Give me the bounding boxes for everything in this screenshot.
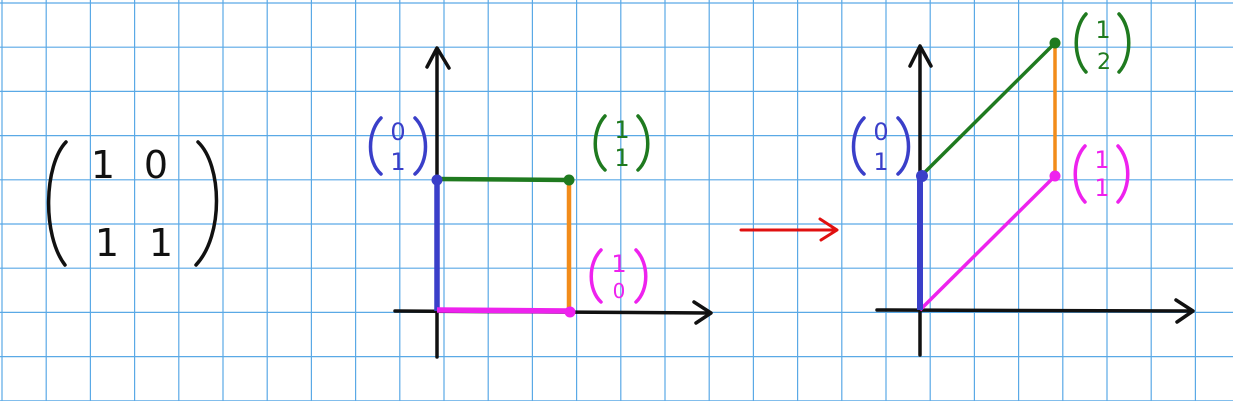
label-left-paren (589, 248, 603, 304)
label-vector-1-1: 1 1 (593, 114, 650, 172)
point-1-1 (563, 174, 575, 186)
transformed-parallelogram-plot: 0 1 1 2 1 1 (851, 12, 1195, 357)
original-square-plot: 0 1 1 1 1 0 (368, 46, 713, 359)
y-axis-arrowhead (908, 44, 933, 68)
label-top-entry: 1 (611, 250, 626, 278)
y-axis-arrowhead (425, 46, 451, 70)
label-left-paren (851, 116, 866, 176)
transformation-matrix: 1 0 1 1 (46, 140, 219, 267)
matrix-entry-r2c2: 1 (149, 221, 173, 265)
arrow-head (818, 217, 839, 242)
label-left-paren (1074, 12, 1088, 74)
point-1-2 (1049, 37, 1061, 49)
label-right-paren (1117, 12, 1131, 74)
label-right-paren (636, 114, 650, 172)
label-bottom-entry: 1 (873, 148, 888, 176)
parallelogram-top-edge (918, 41, 1057, 179)
label-vector-1-1: 1 1 (1073, 144, 1130, 204)
label-top-entry: 1 (1095, 16, 1110, 44)
matrix-entry-r1c2: 0 (144, 143, 168, 187)
label-top-entry: 0 (390, 118, 405, 146)
label-vector-0-1: 0 1 (368, 116, 428, 176)
label-bottom-entry: 1 (614, 144, 629, 172)
label-bottom-entry: 1 (390, 148, 405, 176)
label-vector-1-2: 1 2 (1074, 12, 1131, 75)
label-right-paren (634, 248, 648, 304)
label-vector-1-0: 1 0 (589, 248, 648, 304)
label-bottom-entry: 2 (1097, 50, 1111, 75)
point-0-1 (916, 170, 928, 182)
point-0-1 (431, 174, 443, 186)
square-bottom-edge (436, 307, 570, 314)
label-left-paren (368, 116, 383, 176)
label-left-paren (593, 114, 607, 172)
matrix-entry-r1c1: 1 (91, 143, 115, 187)
x-axis (875, 308, 1193, 313)
label-bottom-entry: 0 (613, 279, 626, 303)
square-top-edge (436, 176, 570, 183)
label-top-entry: 0 (873, 118, 888, 146)
x-axis-arrowhead (1174, 298, 1195, 324)
matrix-left-bracket (46, 140, 68, 267)
label-right-paren (1116, 144, 1130, 204)
label-bottom-entry: 1 (1094, 174, 1109, 202)
matrix-entry-r2c1: 1 (95, 221, 119, 265)
label-left-paren (1073, 144, 1087, 204)
label-right-paren (413, 116, 428, 176)
parallelogram-bottom-edge (918, 174, 1057, 312)
x-axis-arrowhead (692, 300, 713, 325)
point-1-0 (564, 306, 576, 318)
label-top-entry: 1 (1094, 146, 1109, 174)
label-vector-0-1: 0 1 (851, 116, 911, 176)
label-right-paren (896, 116, 911, 176)
matrix-right-bracket (194, 140, 219, 267)
transformation-arrow (739, 217, 839, 242)
point-1-1 (1049, 170, 1061, 182)
label-top-entry: 1 (614, 116, 629, 144)
